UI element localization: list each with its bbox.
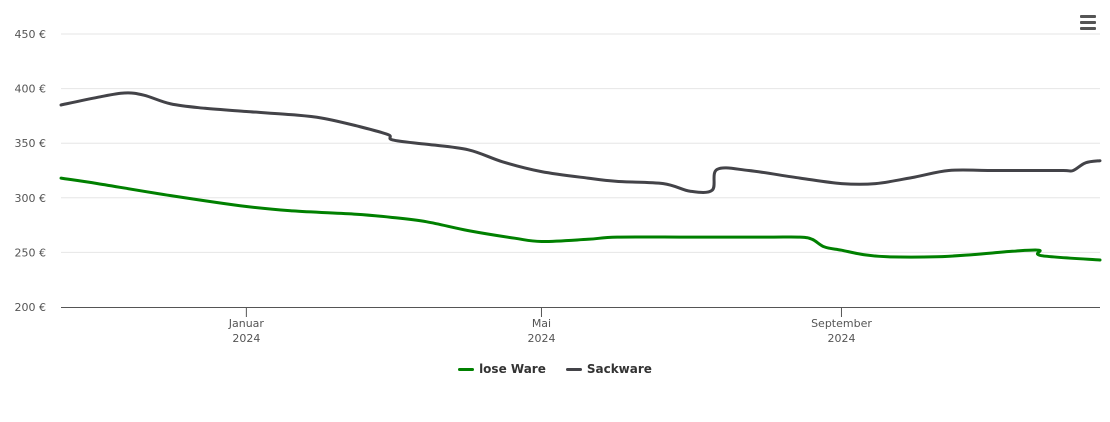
- x-tick-label-year: 2024: [232, 332, 260, 345]
- grid-lines: [61, 33, 1100, 253]
- legend-swatch-lose-ware: [458, 367, 475, 371]
- x-tick-label-year: 2024: [827, 332, 855, 345]
- x-tick-label-year: 2024: [527, 332, 555, 345]
- x-tick-label-month: Januar: [228, 317, 265, 330]
- legend-item-lose-ware[interactable]: lose Ware: [458, 362, 546, 376]
- y-tick-label: 300 €: [15, 192, 47, 205]
- series-line-lose-ware[interactable]: [59, 176, 1102, 262]
- legend-swatch-sackware: [565, 367, 582, 371]
- y-tick-label: 400 €: [15, 83, 47, 96]
- y-tick-label: 250 €: [15, 246, 47, 259]
- y-tick-label: 450 €: [15, 28, 47, 41]
- legend: lose Ware Sackware: [0, 362, 1110, 376]
- x-axis: Januar 2024 Mai 2024 September 2024: [61, 307, 1100, 345]
- legend-item-sackware[interactable]: Sackware: [565, 362, 652, 376]
- series-line-sackware[interactable]: [59, 91, 1102, 194]
- y-tick-label: 200 €: [15, 301, 47, 314]
- x-tick-label-month: September: [811, 317, 872, 330]
- x-tick-label-month: Mai: [532, 317, 551, 330]
- legend-label-lose-ware: lose Ware: [479, 362, 546, 376]
- y-tick-label: 350 €: [15, 137, 47, 150]
- y-axis: 200 € 250 € 300 € 350 € 400 € 450 €: [15, 28, 47, 314]
- legend-label-sackware: Sackware: [586, 362, 652, 376]
- chart-menu-icon[interactable]: [1076, 12, 1100, 34]
- series-lines: [59, 91, 1102, 262]
